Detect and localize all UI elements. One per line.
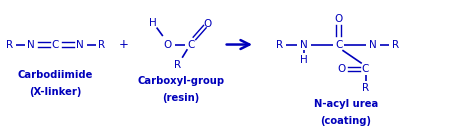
Text: N: N (300, 40, 308, 50)
Text: R: R (174, 60, 182, 70)
Text: H: H (300, 55, 308, 65)
Text: N: N (76, 40, 84, 50)
Text: O: O (164, 40, 172, 50)
Text: C: C (187, 40, 194, 50)
Text: R: R (276, 40, 283, 50)
Text: O: O (203, 19, 212, 29)
Text: C: C (362, 64, 369, 74)
Text: H: H (149, 18, 157, 28)
Text: R: R (392, 40, 400, 50)
Text: C: C (52, 40, 59, 50)
Text: N: N (369, 40, 377, 50)
Text: O: O (338, 64, 346, 74)
Text: (resin): (resin) (163, 93, 200, 103)
Text: O: O (335, 14, 343, 24)
Text: (X-linker): (X-linker) (29, 87, 82, 97)
Text: C: C (335, 40, 342, 50)
Text: Carboxyl-group: Carboxyl-group (137, 76, 225, 86)
Text: Carbodiimide: Carbodiimide (18, 70, 93, 80)
Text: N: N (27, 40, 35, 50)
Text: +: + (118, 38, 128, 51)
Text: R: R (6, 40, 13, 50)
Text: R: R (98, 40, 105, 50)
Text: R: R (362, 83, 369, 93)
Text: (coating): (coating) (320, 116, 371, 126)
Text: N-acyl urea: N-acyl urea (314, 99, 378, 109)
